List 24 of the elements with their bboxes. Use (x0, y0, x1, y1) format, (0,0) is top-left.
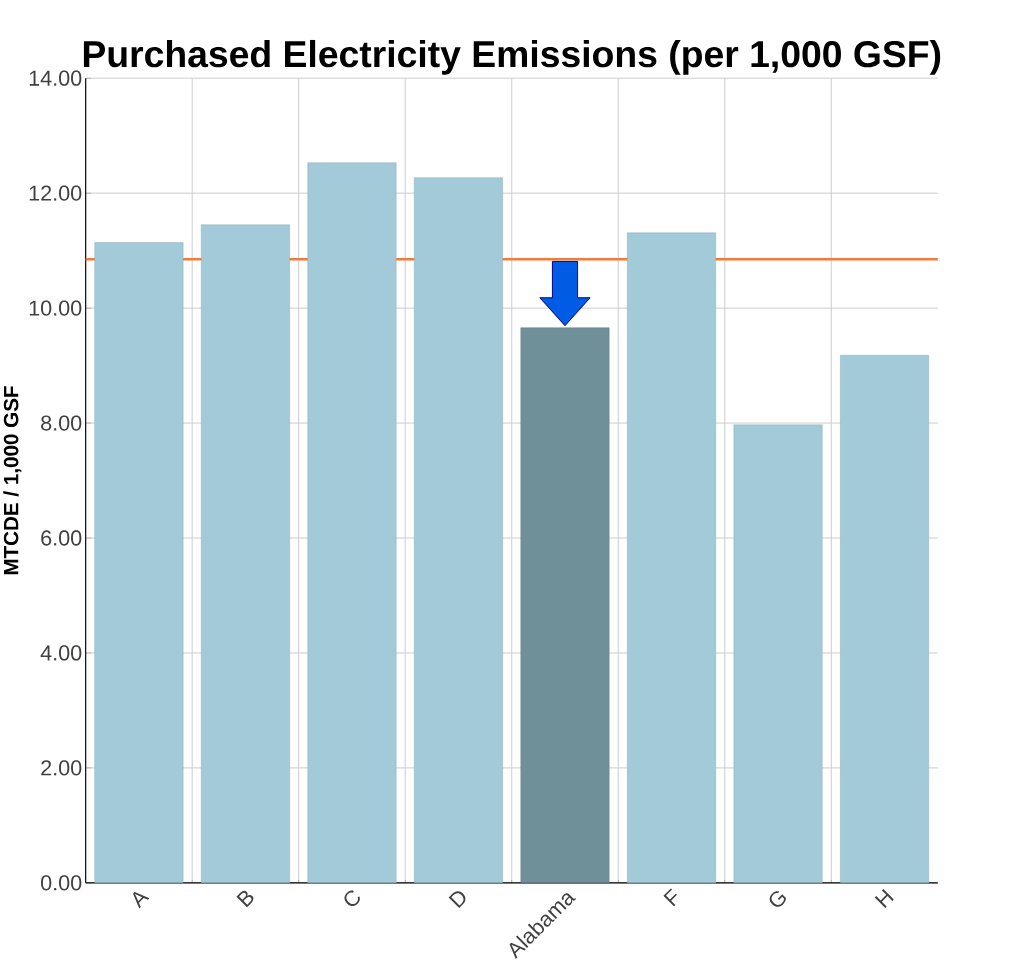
x-tick-label: D (448, 891, 466, 909)
y-tick-label: 6.00 (41, 530, 82, 546)
x-tick-label: H (874, 889, 894, 909)
y-tick-label: 10.00 (29, 300, 82, 316)
x-tick-label: B (236, 890, 254, 908)
y-tick-label: 14.00 (29, 70, 82, 86)
chart-title: Purchased Electricity Emissions (per 1,000 GSF) (83, 40, 941, 75)
x-tick-label: G (769, 891, 786, 907)
bar (733, 424, 823, 884)
y-tick-label: 4.00 (40, 645, 82, 661)
x-tick-label: A (133, 892, 150, 909)
y-tick-label: 8.00 (41, 415, 82, 431)
bar (414, 177, 503, 884)
x-tick-label: C (344, 890, 360, 907)
bar (627, 232, 716, 884)
x-tick-label: F (663, 888, 677, 907)
y-tick-label: 12.00 (29, 185, 82, 201)
y-axis-title: MTCDE / 1,000 GSF (3, 386, 22, 575)
bar (94, 242, 184, 884)
y-tick-label: 0.00 (41, 875, 82, 891)
y-tick-label: 2.00 (41, 760, 82, 776)
bar (307, 162, 397, 884)
bar (201, 224, 290, 884)
bar (840, 355, 929, 884)
